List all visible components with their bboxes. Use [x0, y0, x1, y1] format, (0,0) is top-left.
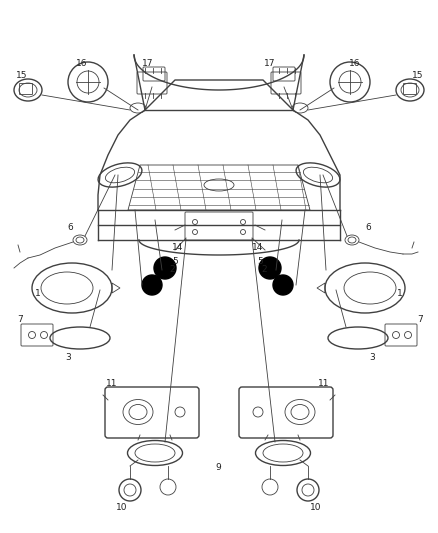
Text: 3: 3: [65, 353, 71, 362]
Text: 1: 1: [35, 288, 41, 297]
Circle shape: [273, 275, 293, 295]
Text: 5: 5: [172, 257, 178, 266]
Text: 9: 9: [215, 464, 221, 472]
Text: 7: 7: [17, 316, 23, 325]
Text: 17: 17: [264, 59, 276, 68]
Text: 16: 16: [76, 59, 88, 68]
Text: 7: 7: [417, 316, 423, 325]
Circle shape: [154, 257, 176, 279]
Text: 3: 3: [369, 353, 375, 362]
Circle shape: [259, 257, 281, 279]
Text: 11: 11: [318, 379, 330, 389]
Text: 16: 16: [349, 59, 361, 68]
Text: 11: 11: [106, 379, 118, 389]
Text: 17: 17: [142, 59, 154, 68]
Text: 15: 15: [16, 70, 28, 79]
Text: 10: 10: [310, 503, 322, 512]
Text: 14: 14: [252, 243, 264, 252]
Text: 10: 10: [116, 503, 128, 512]
Text: 6: 6: [67, 223, 73, 232]
Text: 2: 2: [169, 265, 175, 274]
Circle shape: [142, 275, 162, 295]
Text: 2: 2: [261, 265, 267, 274]
Text: 5: 5: [257, 257, 263, 266]
Text: 1: 1: [397, 288, 403, 297]
Text: 15: 15: [412, 70, 424, 79]
Text: 14: 14: [172, 243, 184, 252]
Text: 6: 6: [365, 223, 371, 232]
